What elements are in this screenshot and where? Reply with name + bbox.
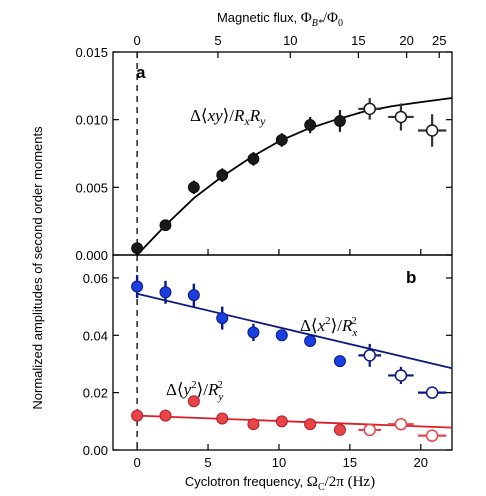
x-tick-label: 0 <box>133 455 140 470</box>
y-tick-label: 0.000 <box>75 248 108 263</box>
a-series-0-point <box>304 119 317 131</box>
top-axis-ticks: 0 5 10 15 20 25 <box>133 33 446 58</box>
x-tick-label: 15 <box>343 455 357 470</box>
plot-frame <box>112 254 453 451</box>
top-axis-label-text: Magnetic flux, <box>217 10 301 25</box>
a-series-0-point <box>334 115 346 127</box>
x-tick-label: 5 <box>204 455 211 470</box>
y-tick-label: 0.06 <box>83 271 108 286</box>
a-series-0-point <box>275 134 288 146</box>
x-tick-label: 10 <box>272 455 286 470</box>
a-series-1-point <box>363 102 376 116</box>
b-x2-open-point <box>394 369 408 382</box>
b-y2-open-point <box>363 423 376 437</box>
a-series-0-point <box>159 219 172 232</box>
panel-b: 0.00 0.02 0.04 0.06 0 5 10 15 20 <box>83 254 453 470</box>
bottom-x-label: Cyclotron frequency, ΩC/2π (Hz) <box>185 474 375 493</box>
b-x2-point <box>159 286 172 299</box>
b-x2-point <box>304 335 317 348</box>
b-y2-point <box>187 395 200 408</box>
a-series-0-point <box>247 153 260 165</box>
b-y2-point <box>216 412 229 425</box>
y-tick-label: 0.015 <box>75 45 108 60</box>
panel-a-label: a <box>136 63 146 82</box>
b-x2-point <box>275 329 288 342</box>
b-x2-open-point <box>363 349 376 362</box>
panel-b-annotation-x2: Δ⟨x2⟩/Rx2 <box>300 315 357 339</box>
top-tick-label: 25 <box>432 33 446 48</box>
b-x2-point <box>247 326 260 339</box>
fit-line-0 <box>136 292 453 370</box>
b-x2-open-point <box>425 386 439 399</box>
shared-y-label: Normalized amplitudes of second order mo… <box>30 126 45 410</box>
b-x2-point <box>187 289 200 302</box>
a-series-1-point <box>425 124 439 137</box>
top-axis-label: Magnetic flux, ΦB*/Φ0 <box>217 10 343 29</box>
b-x2-point <box>131 280 144 293</box>
top-tick-label: 15 <box>351 33 365 48</box>
a-series-0-point <box>216 169 229 182</box>
a-series-0-point <box>187 181 200 194</box>
b-y2-point <box>304 418 317 431</box>
a-series-0-point <box>131 242 144 255</box>
b-y2-point <box>131 409 144 422</box>
y-tick-label: 0.04 <box>83 328 108 343</box>
y-tick-label: 0.02 <box>83 386 108 401</box>
b-y2-point <box>275 415 288 428</box>
y-tick-label: 0.010 <box>75 113 108 128</box>
y-tick-label: 0.00 <box>83 443 108 458</box>
top-tick-label: 5 <box>214 33 221 48</box>
top-tick-label: 0 <box>133 33 140 48</box>
x-tick-label: 20 <box>414 455 428 470</box>
y-tick-label: 0.005 <box>75 180 108 195</box>
b-x2-point <box>333 355 346 368</box>
b-y2-point <box>333 423 346 436</box>
panel-a: 0.000 0.005 0.010 0.015 <box>75 45 453 263</box>
panel-a-annotation: Δ⟨xy⟩/RxRy <box>190 106 266 128</box>
b-y2-open-point <box>394 417 408 431</box>
b-y2-point <box>247 418 260 431</box>
panel-b-label: b <box>406 268 416 287</box>
a-series-1-point <box>394 110 408 124</box>
b-x2-point <box>216 312 229 325</box>
b-y2-open-point <box>425 429 439 442</box>
top-tick-label: 10 <box>283 33 297 48</box>
b-y2-point <box>159 409 172 422</box>
fit-curve <box>136 97 453 256</box>
panel-b-annotation-y2: Δ⟨y2⟩/Ry2 <box>166 379 223 403</box>
top-tick-label: 20 <box>399 33 413 48</box>
